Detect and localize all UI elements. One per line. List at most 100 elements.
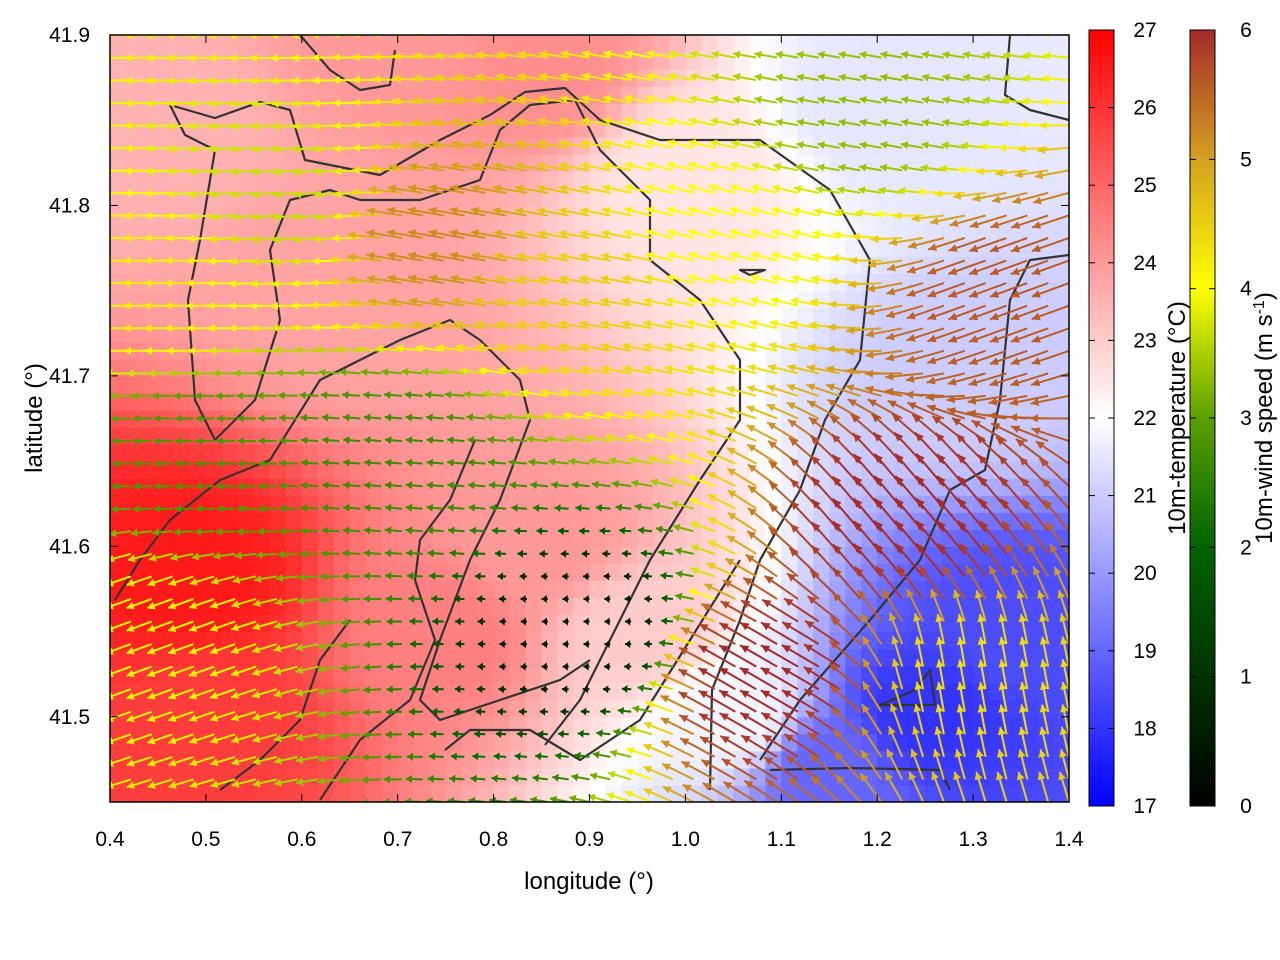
heatmap-cell [525,580,543,598]
wind-arrow [127,801,131,802]
heatmap-cell [589,495,607,513]
heatmap-cell [381,171,399,189]
heatmap-cell [237,69,255,87]
heatmap-cell [813,35,830,53]
heatmap-cell [317,171,335,189]
heatmap-cell [493,733,511,752]
wind-arrow-head [85,737,93,745]
heatmap-cell [669,256,686,275]
heatmap-cell [301,767,319,786]
heatmap-cell [173,699,191,718]
heatmap-cell [509,478,527,496]
heatmap-cell [557,35,575,53]
heatmap-cell [525,341,543,360]
heatmap-cell [173,546,191,564]
heatmap-cell [1053,461,1069,479]
heatmap-cell [126,120,143,138]
wind-arrow [110,147,111,149]
heatmap-cell [525,631,543,650]
heatmap-cell [221,375,239,394]
wind-arrow-head [82,324,89,332]
heatmap-cell [205,307,223,326]
heatmap-cell [349,171,367,189]
heatmap-cell [1005,665,1022,684]
wind-arrow [110,756,111,758]
heatmap-cell [221,86,239,104]
heatmap-cell [477,324,495,343]
heatmap-cell [253,35,271,53]
heatmap-cell [173,358,191,377]
heatmap-cell [829,239,846,258]
wind-arrow [110,125,111,127]
wind-arrow [110,689,111,691]
heatmap-cell [877,35,894,53]
heatmap-cell [461,392,479,411]
heatmap-cell [142,52,159,70]
heatmap-cell [541,35,559,53]
heatmap-cell [525,546,543,564]
heatmap-cell [110,307,127,326]
heatmap-cell [365,392,383,411]
heatmap-cell [110,648,127,667]
heatmap-cell [445,324,463,343]
heatmap-cell [397,86,415,104]
heatmap-cell [333,648,351,667]
heatmap-cell [477,648,495,667]
heatmap-cell [429,767,447,786]
heatmap-cell [349,767,367,786]
heatmap-cell [461,563,479,581]
heatmap-cell [573,35,591,53]
heatmap-cell [365,35,383,53]
heatmap-cell [829,103,846,121]
heatmap-cell [525,427,543,445]
heatmap-cell [397,103,415,121]
heatmap-cell [941,614,958,633]
heatmap-cell [493,307,511,326]
heatmap-cell [653,631,670,650]
heatmap-cell [493,444,511,462]
heatmap-cell [397,733,415,752]
heatmap-cell [525,614,543,633]
heatmap-cell [557,512,575,530]
heatmap-cell [781,478,798,496]
heatmap-cell [973,103,990,121]
heatmap-cell [189,137,207,155]
heatmap-cell [509,631,527,650]
heatmap-cell [397,375,415,394]
heatmap-cell [142,154,159,172]
wind-arrow [210,801,215,802]
heatmap-cell [381,785,399,802]
heatmap-cell [1005,785,1022,802]
heatmap-cell [797,307,814,326]
heatmap-cell [749,35,766,53]
heatmap-cell [253,52,271,70]
heatmap-cell [237,785,255,802]
heatmap-cell [317,222,335,241]
heatmap-cell [126,307,143,326]
heatmap-cell [701,35,718,53]
heatmap-cell [333,137,351,155]
heatmap-cell [589,716,607,735]
heatmap-cell [605,35,623,53]
heatmap-cell [381,137,399,155]
heatmap-cell [429,103,447,121]
heatmap-cell [589,410,607,428]
heatmap-cell [445,563,463,581]
heatmap-cell [589,35,607,53]
heatmap-cell [653,461,670,479]
heatmap-cell [925,103,942,121]
heatmap-cell [877,461,894,479]
heatmap-cell [142,35,159,53]
heatmap-cell [317,529,335,547]
heatmap-cell [893,103,910,121]
heatmap-cell [110,205,127,223]
heatmap-cell [461,665,479,684]
wind-arrow [110,779,111,781]
heatmap-cell [126,35,143,53]
heatmap-cell [157,205,175,223]
heatmap-cell [797,546,814,564]
heatmap-cell [605,580,623,598]
heatmap-cell [142,375,159,394]
wind-arrow-head [82,234,89,242]
heatmap-cell [493,461,511,479]
